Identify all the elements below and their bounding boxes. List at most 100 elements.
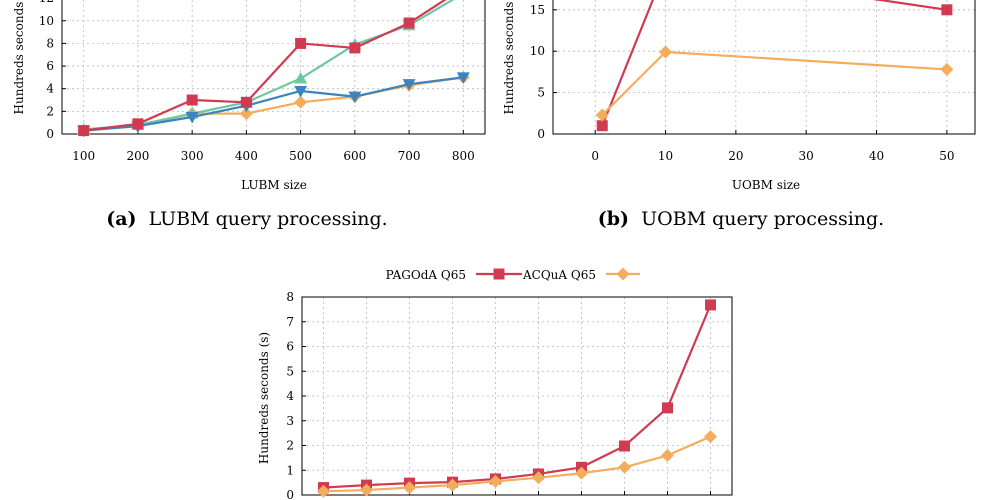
lubm-series-2-line bbox=[83, 76, 464, 132]
uobm-x-tick-label: 0 bbox=[591, 149, 599, 163]
q65-y-tick-label: 5 bbox=[286, 364, 294, 378]
uobm-x-tick-label: 20 bbox=[728, 149, 743, 163]
uobm-y-tick-label: 10 bbox=[530, 44, 545, 58]
q65-series-1-line bbox=[323, 435, 711, 493]
lubm-series bbox=[77, 0, 470, 138]
lubm-y-axis-label: Hundreds seconds bbox=[12, 2, 26, 115]
lubm-x-tick-label: 100 bbox=[72, 149, 95, 163]
lubm-series-2-point bbox=[348, 91, 362, 104]
uobm-caption-text: UOBM query processing. bbox=[641, 208, 884, 230]
q65-y-tick-label: 8 bbox=[286, 290, 294, 304]
q65-y-axis-label: Hundreds seconds (s) bbox=[257, 332, 271, 464]
uobm-x-axis-label: UOBM size bbox=[732, 178, 800, 192]
q65-y-tick-label: 2 bbox=[286, 439, 294, 453]
legend-label-acqua: ACQuA Q65 bbox=[522, 268, 596, 282]
lubm-x-tick-label: 400 bbox=[235, 149, 258, 163]
lubm-x-tick-label: 700 bbox=[398, 149, 421, 163]
uobm-x-tick-label: 10 bbox=[658, 149, 673, 163]
lubm-ticks: 100 200 300 400 500 600 700 800 0 2 4 6 8 10 12 bbox=[39, 0, 475, 163]
legend-marker-0 bbox=[493, 268, 505, 280]
uobm-y-tick-label: 5 bbox=[537, 86, 545, 100]
lubm-x-tick-label: 200 bbox=[126, 149, 149, 163]
uobm-series-1-point bbox=[595, 108, 609, 122]
lubm-y-tick-label: 10 bbox=[39, 14, 54, 28]
panel-uobm: 0 10 20 30 40 50 0 5 10 15 Hundreds seconds UOBM … bbox=[502, 0, 976, 230]
q65-series-1-point bbox=[575, 466, 588, 480]
uobm-x-tick-label: 30 bbox=[799, 149, 814, 163]
q65-series-1-point bbox=[618, 460, 631, 474]
lubm-series-1-line bbox=[83, 0, 455, 131]
lubm-series-3-line bbox=[83, 0, 447, 132]
q65-series bbox=[317, 299, 717, 498]
lubm-x-tick-label: 500 bbox=[289, 149, 312, 163]
q65-series-1-point bbox=[446, 478, 459, 492]
q65-series-1-point bbox=[403, 481, 416, 495]
lubm-series-2-point bbox=[185, 112, 199, 124]
uobm-y-axis-label: Hundreds seconds bbox=[502, 2, 516, 115]
lubm-y-tick-label: 12 bbox=[39, 0, 54, 5]
uobm-y-tick-label: 15 bbox=[530, 3, 545, 17]
uobm-series-1-line bbox=[601, 50, 947, 116]
uobm-plot-frame bbox=[552, 0, 976, 135]
q65-series-0-point bbox=[619, 440, 630, 452]
lubm-series-3-point bbox=[186, 94, 198, 106]
q65-series-0-line bbox=[323, 304, 712, 489]
uobm-series bbox=[595, 0, 954, 132]
legend-marker-1 bbox=[616, 267, 630, 281]
lubm-x-tick-label: 600 bbox=[343, 149, 366, 163]
lubm-series-0-point bbox=[239, 107, 253, 121]
q65-y-tick-label: 7 bbox=[286, 315, 294, 329]
lubm-series-2-point bbox=[456, 72, 470, 84]
uobm-series-0-point bbox=[596, 120, 608, 132]
uobm-series-1-point bbox=[940, 62, 954, 76]
q65-legend: PAGOdA Q65 ACQuA Q65 bbox=[386, 267, 640, 282]
lubm-series-3-point bbox=[295, 37, 307, 49]
q65-y-tick-label: 6 bbox=[286, 340, 294, 354]
uobm-caption: (b) UOBM query processing. bbox=[598, 208, 884, 230]
lubm-gridlines bbox=[62, 0, 485, 135]
lubm-caption-label: (a) bbox=[106, 208, 136, 230]
lubm-series-3-point bbox=[132, 118, 144, 130]
panel-lubm: 100 200 300 400 500 600 700 800 0 2 4 6 8 10 12 Hundre… bbox=[12, 0, 486, 230]
q65-series-1-point bbox=[489, 474, 502, 488]
q65-series-1-point bbox=[704, 430, 717, 444]
q65-gridlines bbox=[302, 296, 732, 496]
q65-series-0-point bbox=[662, 402, 673, 414]
q65-y-tick-label: 1 bbox=[286, 463, 294, 477]
lubm-y-tick-label: 6 bbox=[46, 59, 54, 73]
q65-series-1-point bbox=[532, 471, 545, 485]
legend-label-pagoda: PAGOdA Q65 bbox=[386, 268, 466, 282]
uobm-x-tick-label: 50 bbox=[939, 149, 954, 163]
q65-series-1-point bbox=[661, 448, 674, 462]
uobm-series-0-line bbox=[601, 0, 948, 127]
lubm-x-tick-label: 800 bbox=[452, 149, 475, 163]
q65-series-1-point bbox=[317, 484, 330, 498]
lubm-caption-text: LUBM query processing. bbox=[149, 208, 388, 230]
lubm-y-tick-label: 8 bbox=[46, 36, 54, 50]
lubm-y-tick-label: 0 bbox=[46, 127, 54, 141]
uobm-series-1-point bbox=[659, 45, 673, 59]
lubm-series-0-point bbox=[294, 95, 308, 109]
lubm-series-1-point bbox=[294, 72, 308, 84]
uobm-x-tick-label: 40 bbox=[869, 149, 884, 163]
uobm-ticks: 0 10 20 30 40 50 0 5 10 15 bbox=[530, 3, 955, 163]
q65-series-1-point bbox=[360, 483, 373, 497]
lubm-y-tick-label: 4 bbox=[46, 82, 54, 96]
uobm-y-tick-label: 0 bbox=[537, 127, 545, 141]
lubm-series-3-point bbox=[349, 42, 361, 54]
lubm-y-tick-label: 2 bbox=[46, 104, 54, 118]
q65-y-tick-label: 4 bbox=[286, 389, 294, 403]
lubm-x-axis-label: LUBM size bbox=[241, 178, 307, 192]
lubm-series-3-point bbox=[403, 17, 415, 29]
uobm-series-0-point bbox=[941, 4, 953, 16]
lubm-series-2-point bbox=[294, 85, 308, 98]
uobm-caption-label: (b) bbox=[598, 208, 629, 230]
panel-q65: PAGOdA Q65 ACQuA Q65 0 1 2 3 4 5 6 7 8 Hundreds … bbox=[257, 267, 733, 500]
lubm-caption: (a) LUBM query processing. bbox=[106, 208, 387, 230]
q65-y-tick-label: 3 bbox=[286, 414, 294, 428]
q65-series-0-point bbox=[705, 299, 716, 311]
lubm-x-tick-label: 300 bbox=[181, 149, 204, 163]
lubm-series-2-point bbox=[402, 79, 416, 91]
lubm-series-3-point bbox=[78, 125, 90, 137]
